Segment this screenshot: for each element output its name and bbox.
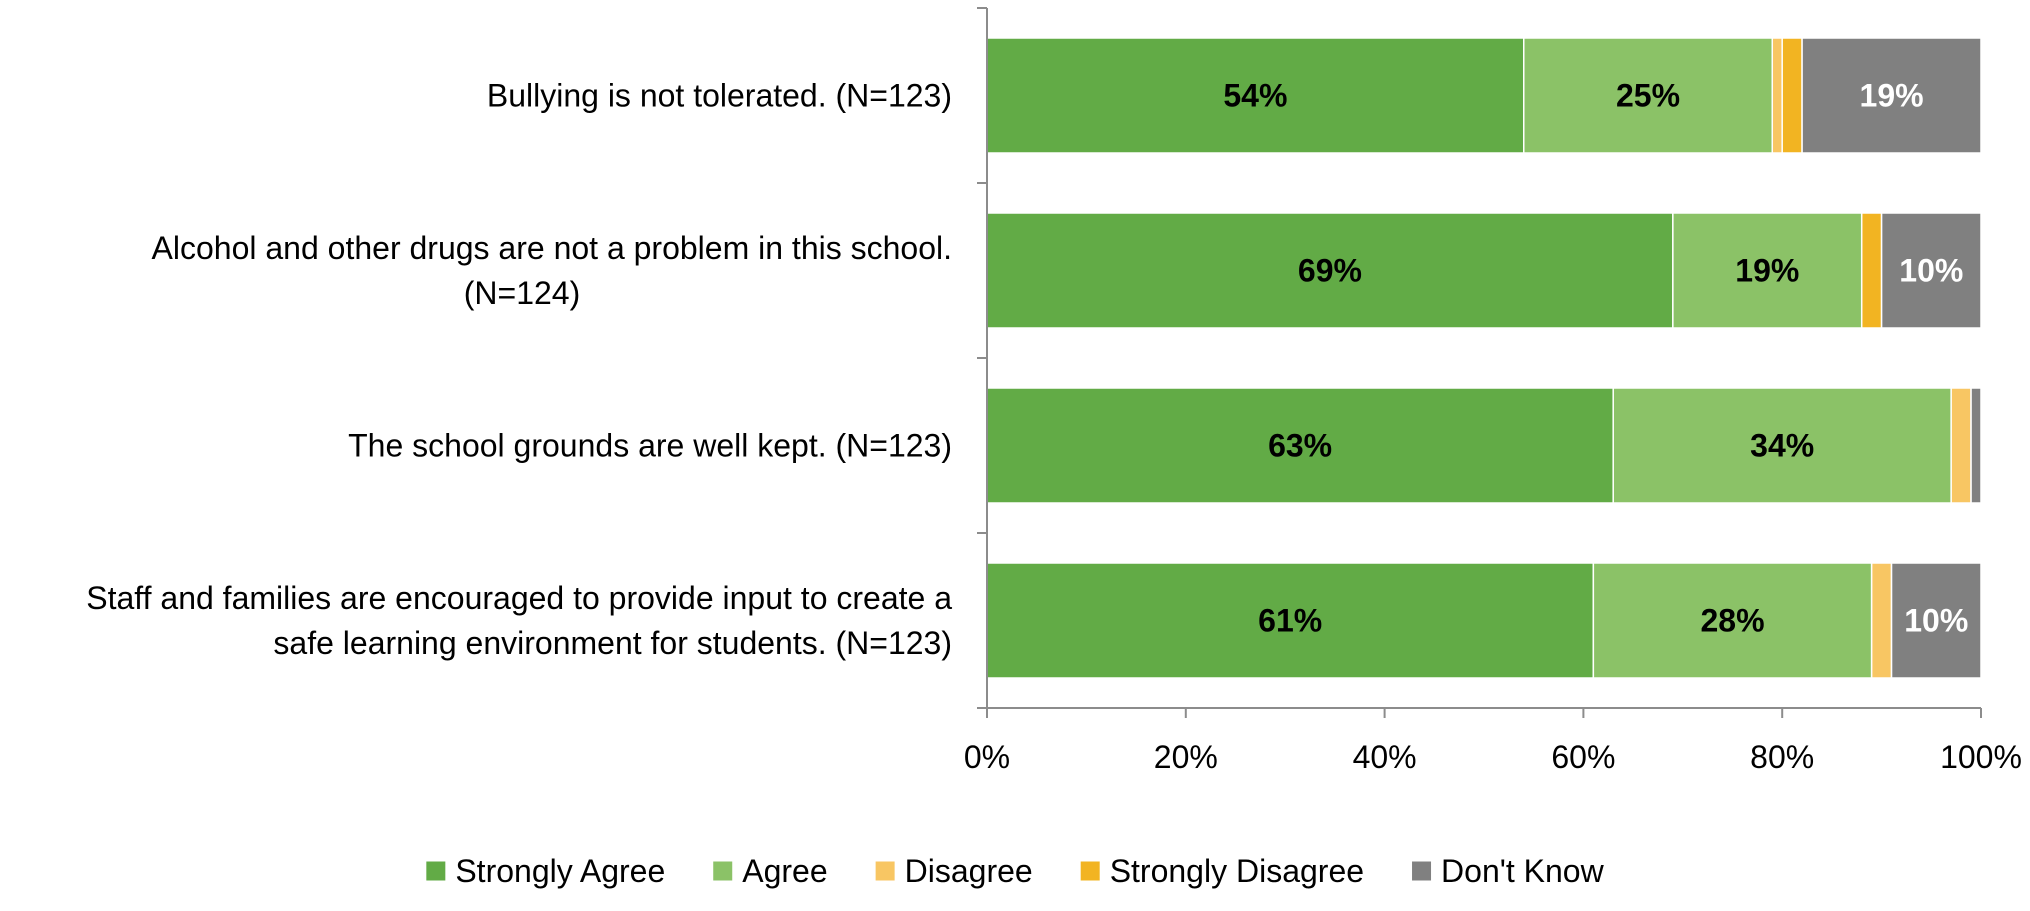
category-label: Staff and families are encouraged to pro… — [86, 580, 952, 616]
legend-swatch — [426, 861, 446, 881]
bar-segment — [1672, 212, 1863, 329]
x-tick-label: 80% — [1750, 739, 1814, 775]
data-label: 19% — [1860, 78, 1924, 114]
data-label: 34% — [1750, 428, 1814, 464]
bar-segment — [1592, 562, 1873, 679]
bar-segment — [1801, 37, 1982, 154]
category-label: Bullying is not tolerated. (N=123) — [487, 78, 952, 114]
x-tick-label: 40% — [1353, 739, 1417, 775]
category-label: Alcohol and other drugs are not a proble… — [152, 230, 952, 266]
bar-segment — [986, 212, 1674, 329]
category-label: (N=124) — [464, 275, 581, 311]
x-tick-label: 60% — [1551, 739, 1615, 775]
category-label: safe learning environment for students. … — [273, 625, 952, 661]
data-label: 63% — [1268, 428, 1332, 464]
bar-segment — [1870, 562, 1893, 679]
legend-label: Agree — [742, 853, 827, 889]
bar-segment — [986, 387, 1614, 504]
bar-segment — [1970, 387, 1982, 504]
bar-segment — [1612, 387, 1952, 504]
x-tick-label: 100% — [1940, 739, 2022, 775]
bar-segment — [1950, 387, 1972, 504]
legend-swatch — [875, 861, 895, 881]
x-tick-label: 20% — [1154, 739, 1218, 775]
legend-label: Don't Know — [1441, 853, 1605, 889]
legend-label: Strongly Agree — [455, 853, 665, 889]
bar-segment — [1880, 212, 1982, 329]
legend-swatch — [1412, 861, 1432, 881]
category-label: The school grounds are well kept. (N=123… — [348, 428, 952, 464]
data-label: 25% — [1616, 78, 1680, 114]
bar-segment — [1771, 37, 1783, 154]
legend-swatch — [713, 861, 733, 881]
x-tick-label: 0% — [964, 739, 1010, 775]
bar-segment — [1781, 37, 1803, 154]
data-label: 54% — [1223, 78, 1287, 114]
data-label: 61% — [1258, 603, 1322, 639]
legend-label: Disagree — [905, 853, 1033, 889]
data-label: 10% — [1899, 253, 1963, 289]
data-label: 69% — [1298, 253, 1362, 289]
bar-segment — [1860, 212, 1883, 329]
legend-swatch — [1080, 861, 1100, 881]
bar-segment — [1523, 37, 1774, 154]
bar-segment — [1890, 562, 1982, 679]
data-label: 28% — [1700, 603, 1764, 639]
legend-label: Strongly Disagree — [1110, 853, 1364, 889]
data-label: 10% — [1904, 603, 1968, 639]
data-label: 19% — [1735, 253, 1799, 289]
bar-segment — [986, 37, 1525, 154]
